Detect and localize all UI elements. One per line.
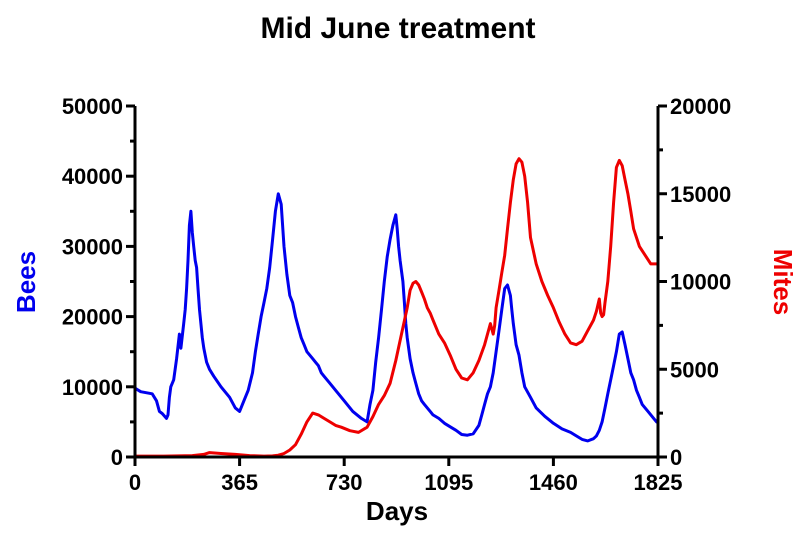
plot-area: 0 365 730 1095 1460 1825010000200003000040000… (62, 94, 731, 495)
left-y-tick-label: 0 (111, 445, 123, 470)
left-y-tick-label: 50000 (62, 94, 123, 119)
right-y-tick-label: 5000 (670, 357, 719, 382)
right-y-axis-label: Mites (768, 249, 798, 315)
x-axis-label: Days (366, 496, 428, 526)
left-y-tick-label: 40000 (62, 164, 123, 189)
x-tick-label: 1095 (424, 470, 473, 495)
right-y-tick-label: 20000 (670, 94, 731, 119)
left-y-tick-label: 20000 (62, 305, 123, 330)
left-y-tick-label: 10000 (62, 375, 123, 400)
x-tick-label: 1825 (634, 470, 683, 495)
series-line-bees (133, 192, 659, 443)
chart-title: Mid June treatment (260, 12, 535, 45)
left-y-axis-label: Bees (11, 251, 41, 313)
right-y-tick-label: 15000 (670, 182, 731, 207)
x-tick-label: 365 (221, 470, 258, 495)
x-tick-label: 0 (129, 470, 141, 495)
left-y-tick-label: 30000 (62, 234, 123, 259)
x-tick-label: 1460 (529, 470, 578, 495)
right-y-tick-label: 0 (670, 445, 682, 470)
x-tick-label: 730 (326, 470, 363, 495)
series-line-mites (133, 157, 659, 458)
right-y-tick-label: 10000 (670, 270, 731, 295)
